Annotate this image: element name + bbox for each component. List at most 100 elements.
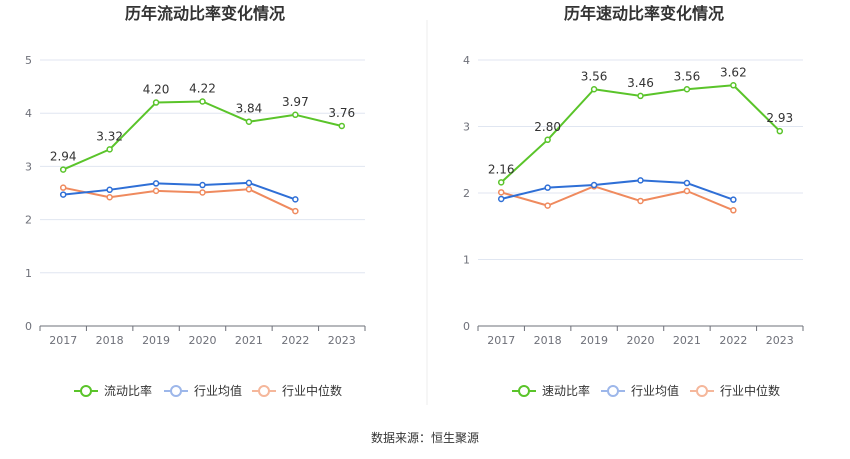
x-tick-label: 2017 [487, 334, 515, 347]
data-label: 4.22 [189, 81, 216, 95]
data-source-note: 数据来源：恒生聚源 [370, 431, 479, 445]
industry-average-point[interactable] [59, 191, 67, 198]
legend-marker-icon [607, 385, 619, 397]
industry-median-point[interactable] [637, 197, 644, 205]
industry-average-line [63, 181, 296, 201]
industry-average-point[interactable] [544, 184, 551, 191]
main-ratio-point[interactable] [637, 92, 644, 100]
y-tick-label: 0 [25, 320, 32, 333]
main-ratio-point[interactable] [292, 111, 299, 119]
x-tick-label: 2022 [281, 334, 309, 347]
legend-item-industry-median[interactable]: 行业中位数 [690, 383, 780, 398]
x-tick-label: 2019 [142, 334, 170, 347]
y-tick-label: 4 [25, 107, 32, 120]
y-tick-label: 3 [463, 121, 470, 134]
industry-median-point[interactable] [106, 194, 113, 201]
main-ratio-point[interactable] [683, 86, 691, 93]
main-ratio-point[interactable] [106, 146, 113, 153]
data-label: 3.97 [282, 95, 309, 109]
data-label: 4.20 [143, 83, 170, 97]
quick-ratio-chart: 历年速动比率变化情况 0 1 2 3 4 2017 2018 2019 2020 2021 2022 2… [463, 4, 804, 398]
industry-average-point[interactable] [292, 196, 299, 203]
data-label: 3.76 [328, 106, 355, 120]
x-tick-label: 2022 [719, 334, 747, 347]
main-ratio-point[interactable] [590, 86, 598, 93]
x-tick-label: 2021 [673, 334, 701, 347]
data-label: 2.93 [766, 111, 793, 125]
y-tick-label: 4 [463, 54, 470, 67]
x-tick-label: 2020 [627, 334, 655, 347]
x-tick-label: 2018 [96, 334, 124, 347]
legend-item-industry-average[interactable]: 行业均值 [601, 383, 679, 398]
industry-average-point[interactable] [106, 186, 113, 194]
y-tick-label: 1 [463, 254, 470, 267]
y-tick-label: 0 [463, 320, 470, 333]
industry-average-point[interactable] [199, 181, 206, 189]
industry-median-point[interactable] [199, 189, 206, 196]
data-label: 3.56 [674, 69, 701, 83]
legend-label: 行业均值 [194, 383, 242, 398]
industry-average-point[interactable] [245, 179, 253, 187]
main-ratio-point[interactable] [199, 98, 206, 105]
legend-marker-icon [170, 385, 182, 397]
legend-marker-icon [696, 385, 708, 397]
industry-median-point[interactable] [245, 186, 253, 193]
industry-average-point[interactable] [152, 180, 160, 187]
y-tick-label: 1 [25, 267, 32, 280]
industry-median-line [500, 185, 734, 212]
y-tick-label: 3 [25, 160, 32, 173]
industry-average-point[interactable] [590, 181, 598, 189]
y-tick-label: 5 [25, 54, 32, 67]
main-ratio-point[interactable] [152, 99, 160, 106]
chart-title: 历年速动比率变化情况 [564, 4, 724, 23]
legend-label: 速动比率 [542, 383, 590, 398]
industry-median-point[interactable] [544, 202, 551, 209]
current-ratio-chart: 历年流动比率变化情况 0 1 2 3 4 5 2017 2018 2019 2020 2021 2022… [25, 4, 366, 398]
industry-median-point[interactable] [59, 184, 67, 191]
industry-average-point[interactable] [730, 196, 737, 203]
industry-median-point[interactable] [683, 187, 691, 195]
main-ratio-point[interactable] [730, 82, 737, 89]
chart-title: 历年流动比率变化情况 [125, 4, 285, 23]
legend-item-industry-average[interactable]: 行业均值 [164, 383, 242, 398]
legend-label: 行业均值 [631, 383, 679, 398]
main-ratio-point[interactable] [497, 179, 505, 186]
main-ratio-point[interactable] [776, 127, 784, 135]
legend-marker-icon [258, 385, 270, 397]
data-label: 3.46 [627, 76, 654, 90]
data-label: 2.94 [50, 150, 77, 164]
main-ratio-point[interactable] [544, 136, 551, 144]
industry-median-point[interactable] [292, 207, 299, 215]
data-label: 3.56 [581, 69, 608, 83]
legend-label: 行业中位数 [720, 383, 780, 398]
industry-median-point[interactable] [152, 187, 160, 195]
y-tick-label: 2 [463, 187, 470, 200]
x-tick-label: 2023 [328, 334, 356, 347]
legend-marker-icon [80, 385, 92, 397]
x-tick-label: 2017 [49, 334, 77, 347]
main-ratio-point[interactable] [245, 118, 253, 125]
main-ratio-point[interactable] [59, 166, 67, 173]
legend-marker-icon [518, 385, 530, 397]
industry-median-point[interactable] [730, 207, 737, 214]
y-tick-label: 2 [25, 214, 32, 227]
x-tick-label: 2020 [189, 334, 217, 347]
x-tick-label: 2023 [766, 334, 794, 347]
industry-average-point[interactable] [683, 179, 691, 187]
industry-average-point[interactable] [497, 195, 505, 203]
legend-label: 行业中位数 [282, 383, 342, 398]
industry-median-line [63, 186, 296, 212]
main-ratio-point[interactable] [338, 122, 346, 130]
industry-median-point[interactable] [497, 189, 505, 196]
legend-item-industry-median[interactable]: 行业中位数 [252, 383, 342, 398]
data-label: 3.84 [236, 102, 263, 116]
data-label: 2.80 [534, 120, 561, 134]
legend-label: 流动比率 [104, 383, 152, 398]
x-tick-label: 2021 [235, 334, 263, 347]
legend-item-main-ratio[interactable]: 流动比率 [74, 383, 152, 398]
industry-average-point[interactable] [637, 177, 644, 184]
x-tick-label: 2019 [580, 334, 608, 347]
x-tick-label: 2018 [534, 334, 562, 347]
legend-item-main-ratio[interactable]: 速动比率 [512, 383, 590, 398]
